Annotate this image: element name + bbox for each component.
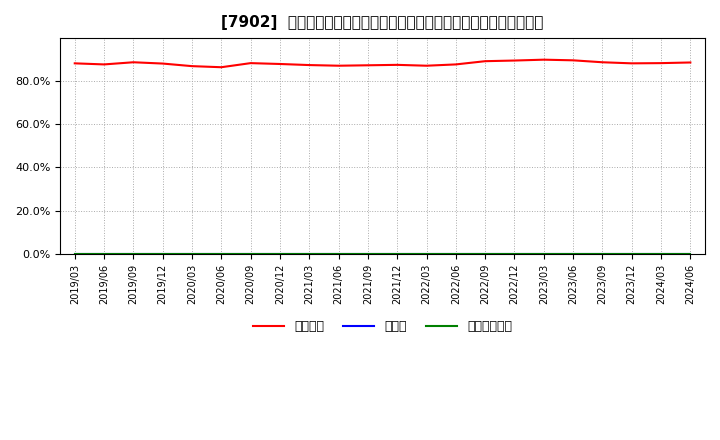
のれん: [276, 251, 284, 257]
繰延税金資産: [334, 251, 343, 257]
自己資本: [71, 61, 79, 66]
のれん: [158, 251, 167, 257]
のれん: [188, 251, 197, 257]
繰延税金資産: [100, 251, 109, 257]
のれん: [364, 251, 372, 257]
のれん: [305, 251, 314, 257]
繰延税金資産: [627, 251, 636, 257]
のれん: [217, 251, 225, 257]
繰延税金資産: [569, 251, 577, 257]
自己資本: [129, 60, 138, 65]
繰延税金資産: [129, 251, 138, 257]
繰延税金資産: [686, 251, 695, 257]
繰延税金資産: [598, 251, 607, 257]
繰延税金資産: [510, 251, 519, 257]
繰延税金資産: [451, 251, 460, 257]
のれん: [100, 251, 109, 257]
Line: 自己資本: 自己資本: [75, 60, 690, 67]
自己資本: [539, 57, 548, 62]
のれん: [510, 251, 519, 257]
のれん: [569, 251, 577, 257]
自己資本: [657, 60, 665, 66]
繰延税金資産: [188, 251, 197, 257]
自己資本: [217, 65, 225, 70]
自己資本: [598, 60, 607, 65]
繰延税金資産: [158, 251, 167, 257]
のれん: [393, 251, 402, 257]
のれん: [481, 251, 490, 257]
繰延税金資産: [276, 251, 284, 257]
のれん: [246, 251, 255, 257]
自己資本: [627, 61, 636, 66]
自己資本: [422, 63, 431, 68]
繰延税金資産: [422, 251, 431, 257]
Title: [7902]  自己資本、のれん、繰延税金資産の総資産に対する比率の推移: [7902] 自己資本、のれん、繰延税金資産の総資産に対する比率の推移: [221, 15, 544, 30]
のれん: [539, 251, 548, 257]
自己資本: [569, 58, 577, 63]
自己資本: [481, 59, 490, 64]
繰延税金資産: [246, 251, 255, 257]
自己資本: [305, 62, 314, 68]
自己資本: [364, 62, 372, 68]
Legend: 自己資本, のれん, 繰延税金資産: 自己資本, のれん, 繰延税金資産: [248, 315, 517, 338]
繰延税金資産: [305, 251, 314, 257]
自己資本: [100, 62, 109, 67]
のれん: [334, 251, 343, 257]
のれん: [627, 251, 636, 257]
のれん: [129, 251, 138, 257]
自己資本: [510, 58, 519, 63]
のれん: [598, 251, 607, 257]
自己資本: [158, 61, 167, 66]
繰延税金資産: [539, 251, 548, 257]
自己資本: [188, 63, 197, 69]
自己資本: [246, 60, 255, 66]
自己資本: [686, 60, 695, 65]
繰延税金資産: [71, 251, 79, 257]
のれん: [686, 251, 695, 257]
繰延税金資産: [481, 251, 490, 257]
自己資本: [393, 62, 402, 67]
のれん: [71, 251, 79, 257]
繰延税金資産: [657, 251, 665, 257]
繰延税金資産: [393, 251, 402, 257]
のれん: [657, 251, 665, 257]
自己資本: [334, 63, 343, 68]
自己資本: [451, 62, 460, 67]
のれん: [422, 251, 431, 257]
自己資本: [276, 61, 284, 66]
のれん: [451, 251, 460, 257]
繰延税金資産: [217, 251, 225, 257]
繰延税金資産: [364, 251, 372, 257]
